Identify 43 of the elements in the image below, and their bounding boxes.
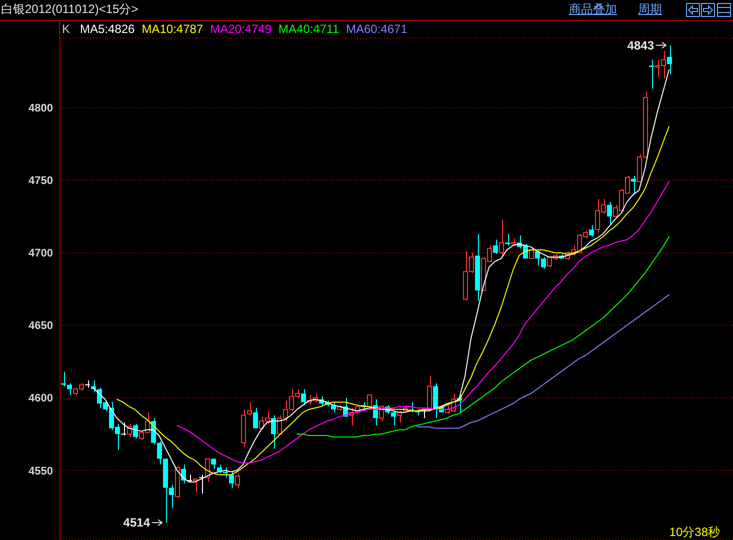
text: MA20:4749 [210,21,272,37]
candlestick [433,382,438,419]
line-series [416,294,670,429]
candlestick [271,414,276,450]
text: MA10:4787 [142,21,204,37]
candlestick [541,256,546,270]
candlestick [505,233,510,246]
annotation: 4843 [627,38,654,52]
candlestick [301,388,306,406]
candlestick [607,201,612,224]
candlestick [589,224,594,238]
candlestick [120,422,126,436]
candlestick [391,410,396,426]
annotation: 10分38秒 [669,525,720,539]
annotation: 4514 [123,516,150,530]
chart-title: 白银2012(011012)<15分> [1,2,138,17]
y-tick-label: 4550 [28,465,53,478]
line-series [176,181,670,464]
legend-title: K [62,21,70,37]
y-tick-label: 4750 [28,175,53,188]
candlestick [67,382,72,396]
candlestick [133,423,138,439]
line-series [296,236,670,438]
candlestick [535,249,540,266]
y-tick-label: 4600 [28,392,53,405]
candlestick [157,440,162,466]
candlestick [631,175,636,194]
candlestick [229,471,234,488]
candlestick [649,59,654,90]
text: MA5:4826 [80,21,135,37]
y-tick-label: 4800 [28,102,53,115]
y-tick-label: 4650 [28,320,53,332]
text: MA40:4711 [278,21,339,37]
text: 周期 [638,2,662,17]
candlestick [253,407,258,429]
text: 商品叠加 [569,2,617,17]
candlestick [667,44,672,75]
candlestick [223,466,228,478]
y-tick-label: 4700 [28,248,53,260]
candlestick [61,371,66,387]
candlestick [493,239,498,255]
text: MA60:4671 [346,21,408,37]
candlestick [169,484,174,509]
